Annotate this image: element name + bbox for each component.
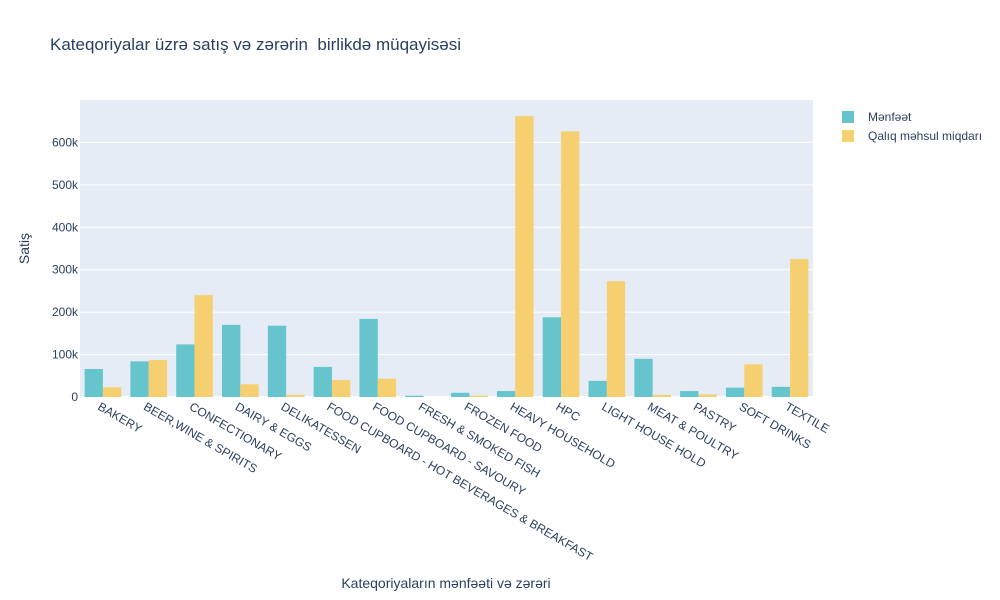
bar-menfeet[interactable]: [588, 380, 607, 397]
legend-item-qaliq[interactable]: Qalıq məhsul miqdarı: [842, 126, 982, 145]
bar-qaliq[interactable]: [652, 394, 671, 397]
y-axis-title: Satiş: [16, 233, 32, 264]
bar-qaliq[interactable]: [790, 259, 809, 397]
bar-qaliq[interactable]: [515, 116, 534, 397]
bar-qaliq[interactable]: [698, 394, 717, 397]
bar-qaliq[interactable]: [469, 395, 488, 397]
bar-qaliq[interactable]: [744, 364, 763, 397]
bar-menfeet[interactable]: [725, 387, 745, 397]
x-axis-title: Kateqoriyaların mənfəəti və zərəri: [341, 575, 550, 591]
bar-menfeet[interactable]: [84, 368, 103, 397]
legend-swatch: [842, 110, 854, 123]
bar-qaliq[interactable]: [286, 394, 305, 397]
legend-label: Mənfəət: [868, 109, 912, 124]
legend: Mənfəət Qalıq məhsul miqdarı: [842, 107, 982, 145]
bar-menfeet[interactable]: [313, 366, 332, 397]
chart-title: Kateqoriyalar üzrə satış və zərərin birl…: [50, 35, 462, 54]
legend-label: Qalıq məhsul miqdarı: [868, 128, 983, 143]
legend-swatch: [842, 129, 854, 142]
bar-menfeet[interactable]: [359, 318, 378, 397]
bar-qaliq[interactable]: [377, 378, 397, 397]
bar-menfeet[interactable]: [542, 317, 562, 397]
y-tick-label: 600k: [52, 135, 79, 149]
bar-menfeet[interactable]: [130, 361, 149, 397]
bar-menfeet[interactable]: [496, 391, 516, 397]
bar-qaliq[interactable]: [148, 360, 168, 397]
y-tick-label: 300k: [52, 263, 79, 277]
bar-menfeet[interactable]: [267, 325, 287, 397]
y-tick-label: 200k: [52, 305, 79, 319]
y-tick-label: 100k: [52, 348, 79, 362]
bar-qaliq[interactable]: [331, 380, 351, 397]
bar-menfeet[interactable]: [771, 386, 791, 397]
bar-menfeet[interactable]: [451, 392, 470, 397]
bar-menfeet[interactable]: [634, 358, 653, 397]
bar-qaliq[interactable]: [561, 131, 580, 397]
bar-menfeet[interactable]: [680, 391, 699, 397]
bar-qaliq[interactable]: [606, 281, 626, 397]
x-tick-label: DELIKATESSEN: [279, 399, 364, 456]
y-tick-label: 500k: [52, 178, 79, 192]
y-tick-label: 0: [71, 390, 78, 404]
bar-qaliq[interactable]: [194, 295, 213, 397]
y-tick-label: 400k: [52, 220, 79, 234]
bar-menfeet[interactable]: [222, 324, 241, 397]
x-tick-label: HPC: [554, 399, 583, 424]
bar-qaliq[interactable]: [240, 384, 259, 397]
x-tick-label: BAKERY: [95, 399, 144, 435]
bar-menfeet[interactable]: [405, 395, 424, 397]
legend-item-menfeet[interactable]: Mənfəət: [842, 107, 982, 126]
bar-qaliq[interactable]: [102, 387, 122, 397]
bar-menfeet[interactable]: [176, 344, 195, 397]
